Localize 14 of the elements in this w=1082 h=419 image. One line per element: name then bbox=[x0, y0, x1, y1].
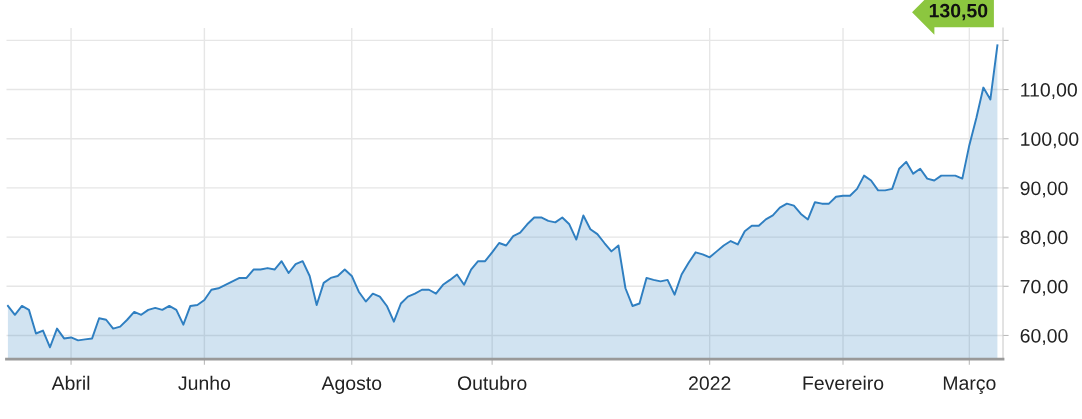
x-tick-label: Fevereiro bbox=[803, 375, 884, 391]
y-tick-label: 70,00 bbox=[1020, 279, 1068, 296]
x-tick-label: Outubro bbox=[457, 375, 527, 391]
x-tick-label: Agosto bbox=[321, 376, 382, 394]
x-tick-label: Março bbox=[943, 376, 996, 394]
x-tick-label: Junho bbox=[178, 375, 231, 391]
y-tick-label: 110,00 bbox=[1021, 83, 1077, 100]
y-tick-label: 60,00 bbox=[1020, 328, 1068, 346]
y-tick-label: 80,00 bbox=[1020, 230, 1068, 247]
y-tick-label: 100,00 bbox=[1021, 132, 1079, 149]
x-tick-label: Abril bbox=[51, 375, 90, 391]
text: 130,50 bbox=[929, 3, 988, 21]
y-tick-label: 90,00 bbox=[1020, 181, 1068, 198]
x-tick-label: 2022 bbox=[689, 376, 731, 391]
